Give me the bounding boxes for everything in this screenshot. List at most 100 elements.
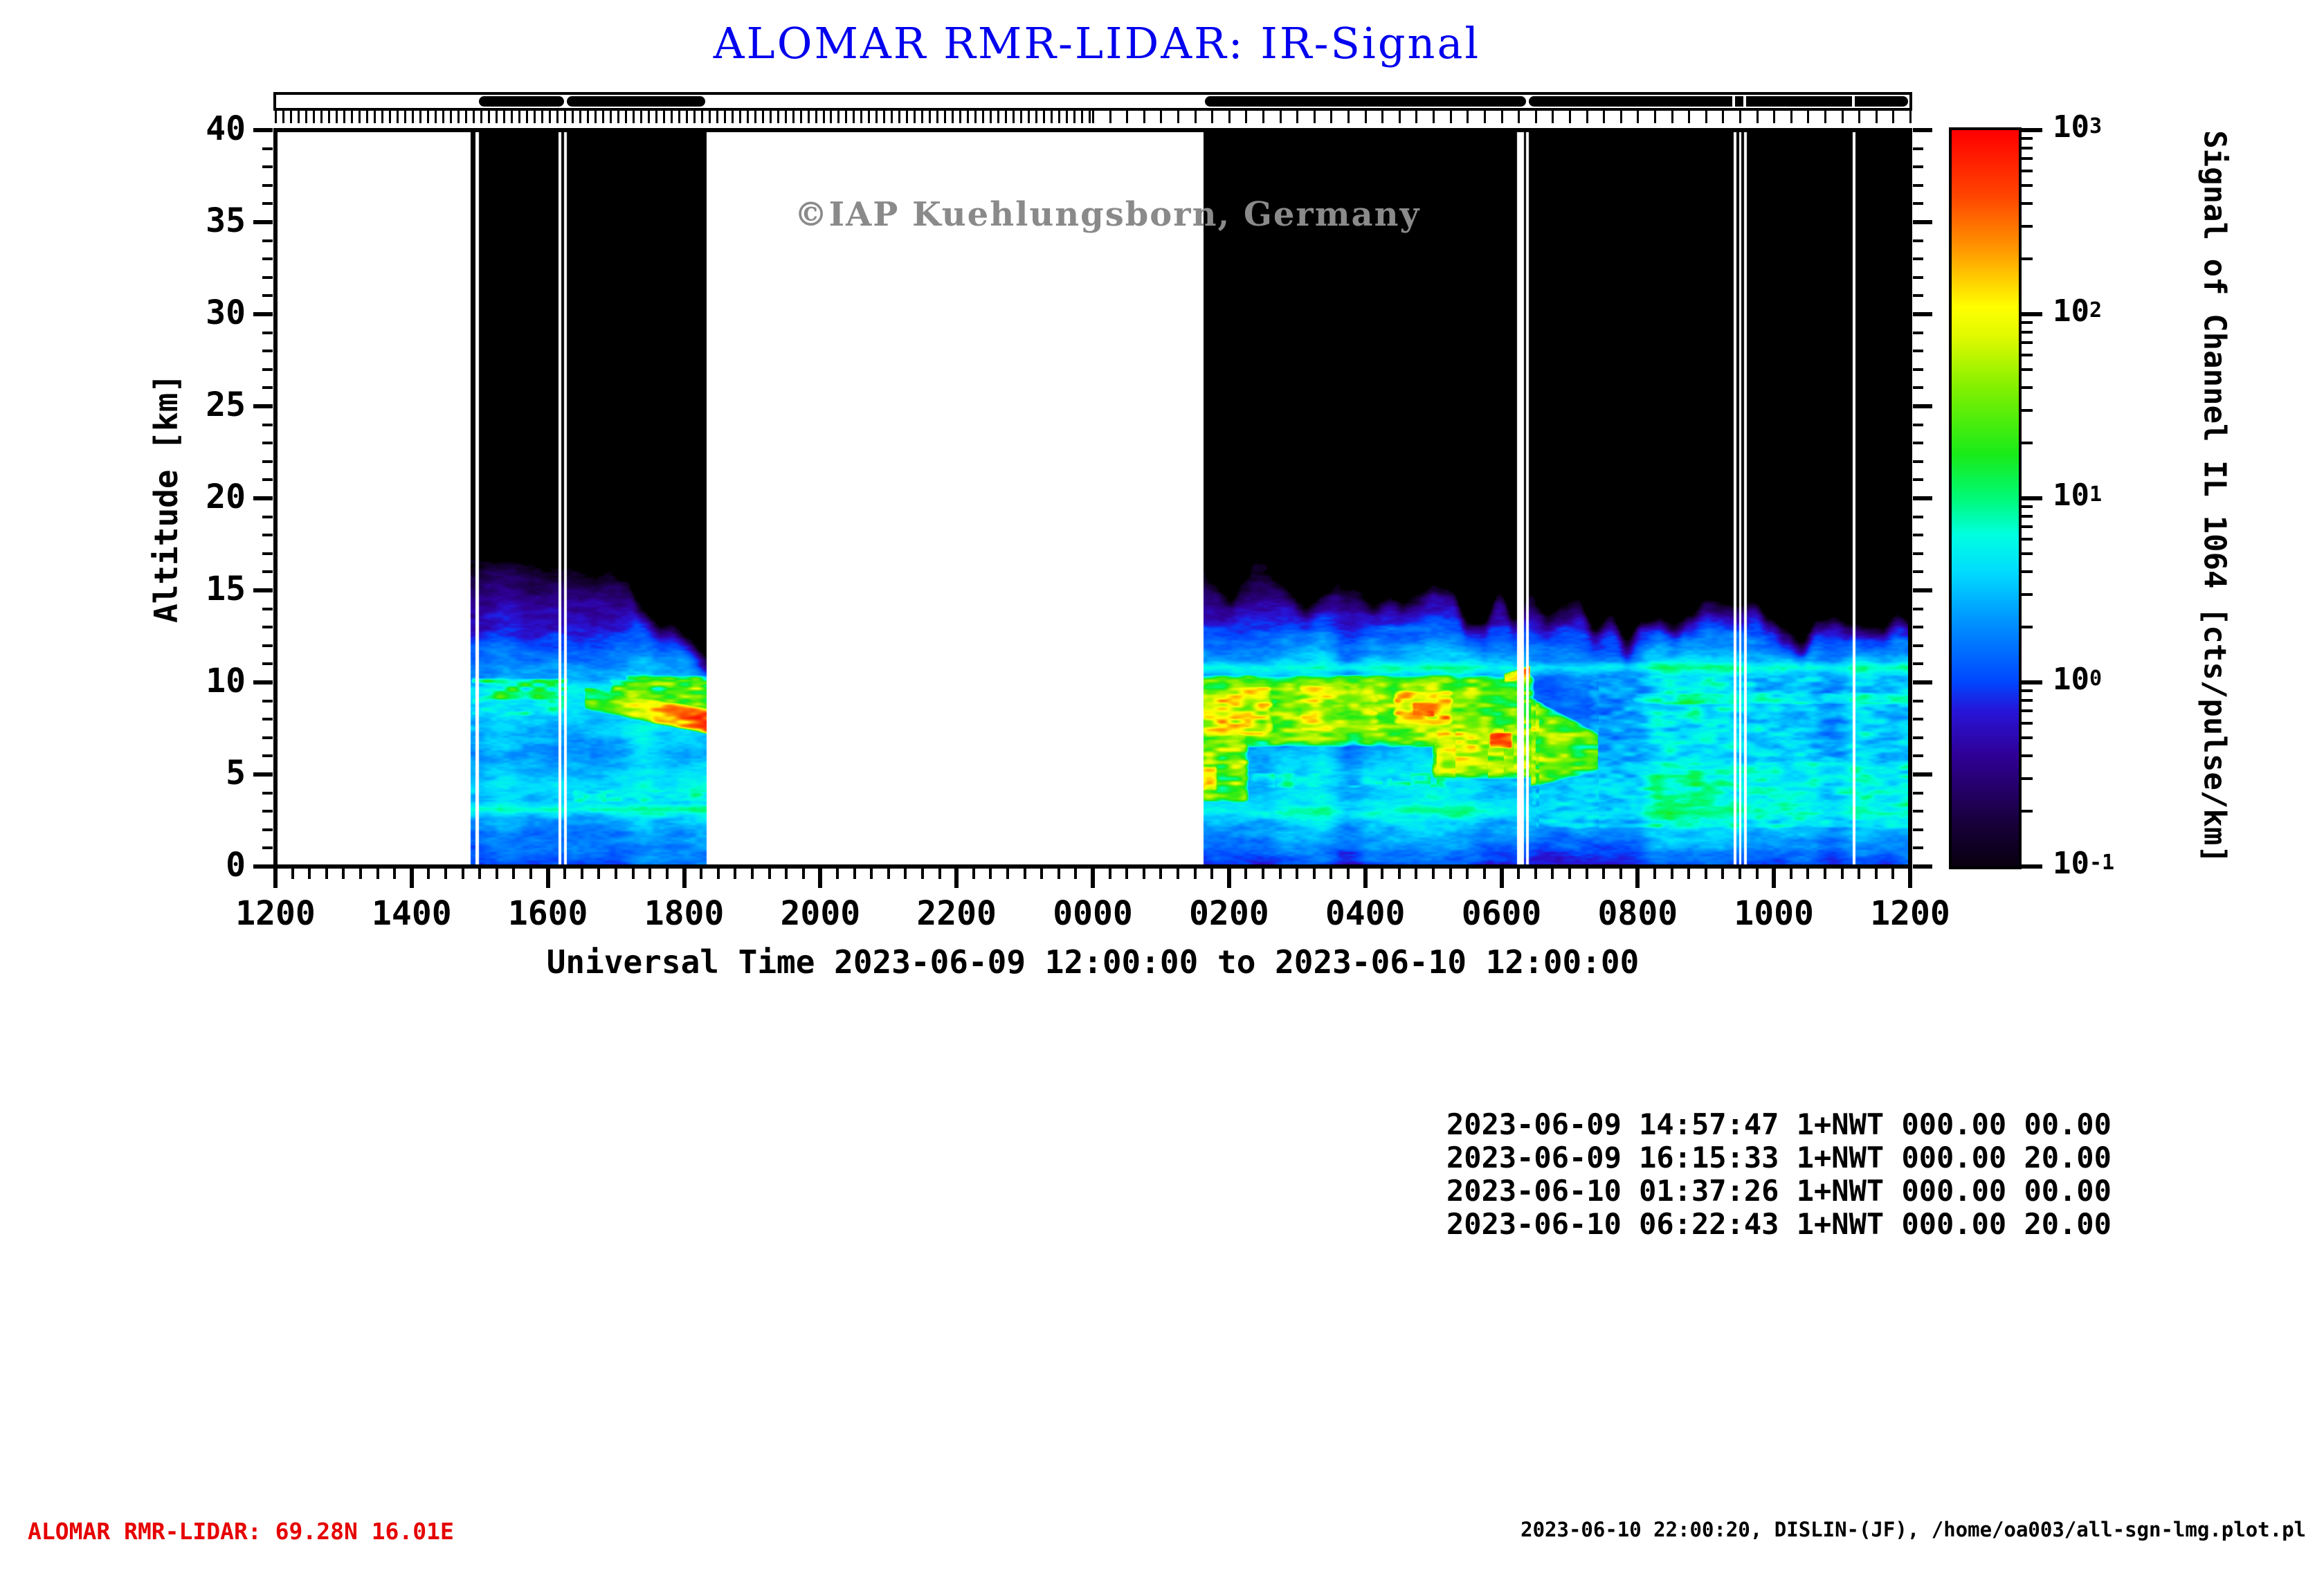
y-axis-tick-label: 10 [206, 662, 246, 700]
y-axis-major-tick [253, 404, 273, 408]
x-axis-minor-tick [666, 869, 669, 879]
y-axis-minor-tick [262, 424, 273, 426]
x-axis-major-tick [1091, 869, 1095, 888]
y-axis-right-major-tick [1913, 496, 1932, 500]
top-axis-minor-tick [1603, 111, 1605, 123]
plot-frame-right [1908, 128, 1912, 871]
top-axis-minor-tick [906, 111, 908, 123]
top-axis-minor-tick [496, 111, 498, 123]
x-axis-minor-tick [581, 869, 583, 879]
top-axis-minor-tick [343, 111, 345, 123]
top-axis-minor-tick [1892, 111, 1894, 123]
top-axis-minor-tick [952, 111, 954, 123]
x-axis-minor-tick [1024, 869, 1026, 879]
x-axis-tick-label: 1200 [1870, 894, 1950, 933]
top-axis-minor-tick [1415, 111, 1417, 123]
top-axis-minor-tick [503, 111, 505, 123]
top-axis-minor-tick [1739, 111, 1741, 123]
x-axis-minor-tick [1194, 869, 1197, 879]
top-axis-minor-tick [1089, 111, 1091, 123]
top-axis-minor-tick [967, 111, 969, 123]
colorbar-minor-tick [2022, 626, 2033, 628]
plot-frame-left [273, 128, 278, 871]
colorbar-minor-tick [2022, 225, 2033, 228]
x-axis-minor-tick [427, 869, 430, 879]
y-axis-right-minor-tick [1913, 662, 1923, 665]
x-axis-minor-tick [1653, 869, 1656, 879]
top-axis-minor-tick [800, 111, 802, 123]
top-axis-minor-tick [739, 111, 741, 123]
y-axis-major-tick [253, 220, 273, 224]
x-axis-minor-tick [1415, 869, 1417, 879]
y-axis-minor-tick [262, 294, 273, 297]
top-axis-minor-tick [435, 111, 437, 123]
y-axis-minor-tick [262, 534, 273, 536]
top-axis-minor-tick [1092, 111, 1094, 123]
colorbar-minor-tick [2022, 184, 2033, 187]
x-axis-minor-tick [700, 869, 702, 879]
top-axis-minor-tick [990, 111, 992, 123]
y-axis-minor-tick [262, 846, 273, 849]
x-axis-minor-tick [1806, 869, 1809, 879]
y-axis-right-minor-tick [1913, 552, 1923, 555]
y-axis-right-minor-tick [1913, 846, 1923, 849]
colorbar-minor-tick [2022, 409, 2033, 412]
colorbar-frame-left [1949, 127, 1952, 869]
y-axis-right-major-tick [1913, 404, 1932, 408]
y-axis-tick-label: 25 [206, 386, 246, 424]
top-axis-minor-tick [921, 111, 923, 123]
y-axis-minor-tick [262, 700, 273, 702]
x-axis-minor-tick [478, 869, 481, 879]
top-axis-minor-tick [351, 111, 353, 123]
top-axis-minor-tick [397, 111, 399, 123]
y-axis-minor-tick [262, 332, 273, 334]
top-axis-minor-tick [762, 111, 764, 123]
y-axis-right-minor-tick [1913, 700, 1923, 702]
top-axis-minor-tick [1535, 111, 1537, 123]
top-axis-minor-tick [693, 111, 696, 123]
y-axis-minor-tick [262, 239, 273, 242]
top-axis-minor-tick [1637, 111, 1639, 123]
colorbar-minor-tick [2022, 321, 2033, 324]
y-axis-tick-label: 15 [206, 570, 246, 608]
x-axis-minor-tick [1671, 869, 1673, 879]
top-axis-minor-tick [358, 111, 361, 123]
measurement-bar [567, 96, 706, 107]
top-axis-minor-tick [275, 111, 277, 123]
colorbar-major-tick [2022, 680, 2042, 684]
top-axis-minor-tick [298, 111, 300, 123]
x-axis-tick-label: 0400 [1325, 894, 1406, 933]
top-axis-minor-tick [511, 111, 513, 123]
x-axis-minor-tick [1074, 869, 1077, 879]
x-axis-major-tick [1363, 869, 1368, 888]
footer-generation-info: 2023-06-10 22:00:20, DISLIN-(JF), /home/… [1520, 1518, 2306, 1541]
top-axis-minor-tick [1195, 111, 1197, 123]
top-axis-minor-tick [1365, 111, 1367, 123]
y-axis-minor-tick [262, 552, 273, 555]
y-axis-major-tick [253, 128, 273, 132]
x-axis-minor-tick [359, 869, 362, 879]
top-axis-minor-tick [1484, 111, 1486, 123]
colorbar-minor-tick [2022, 505, 2033, 508]
x-axis-minor-tick [393, 869, 396, 879]
x-axis-minor-tick [1296, 869, 1298, 879]
top-axis-minor-tick [754, 111, 756, 123]
colorbar-minor-tick [2022, 570, 2033, 573]
x-axis-minor-tick [1006, 869, 1009, 879]
y-axis-right-minor-tick [1913, 386, 1923, 389]
x-axis-minor-tick [1109, 869, 1111, 879]
y-axis-minor-tick [262, 478, 273, 481]
timestamp-line: 2023-06-09 16:15:33 1+NWT 000.00 20.00 [1446, 1141, 2112, 1175]
x-axis-tick-label: 1200 [235, 894, 316, 933]
y-axis-minor-tick [262, 828, 273, 831]
x-axis-minor-tick [1517, 869, 1520, 879]
x-axis-minor-tick [1858, 869, 1860, 879]
colorbar-frame-right [2019, 127, 2022, 869]
y-axis-tick-label: 0 [226, 846, 246, 885]
y-axis-right-minor-tick [1913, 368, 1923, 371]
top-axis-minor-tick [1073, 111, 1075, 123]
y-axis-minor-tick [262, 202, 273, 205]
x-axis-tick-label: 1000 [1734, 894, 1814, 933]
x-axis-minor-tick [632, 869, 635, 879]
top-axis-minor-tick [770, 111, 772, 123]
